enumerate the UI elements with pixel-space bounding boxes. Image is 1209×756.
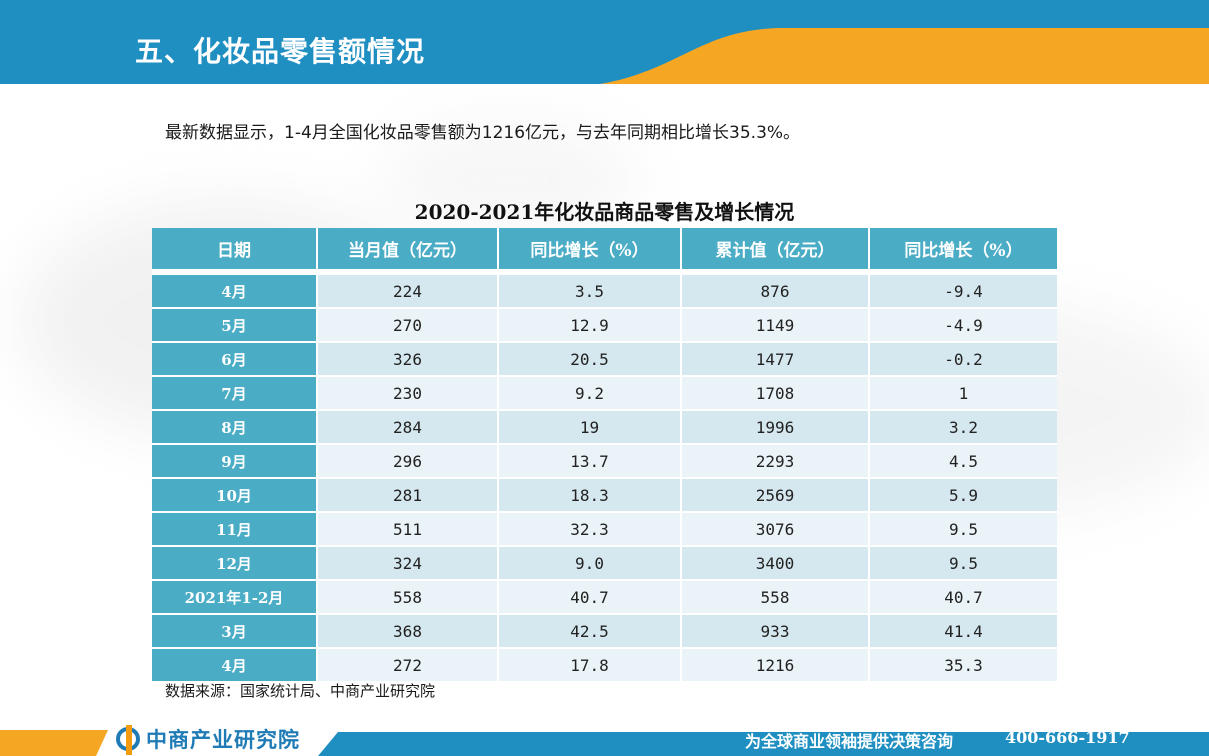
table-cell: 13.7 [498, 443, 682, 478]
row-date-cell: 2021年1-2月 [152, 579, 318, 614]
table-cell: 558 [681, 579, 870, 614]
table-cell: 5.9 [869, 477, 1057, 512]
header-shape [0, 0, 1209, 84]
column-header-date: 日期 [152, 228, 318, 272]
table-row: 4月 224 3.5 876 -9.4 [152, 269, 1057, 308]
table-cell: 18.3 [498, 477, 682, 512]
table-row: 4月 272 17.8 1216 35.3 [152, 647, 1057, 681]
source-note: 数据来源：国家统计局、中商产业研究院 [165, 682, 436, 700]
table-cell: 2569 [681, 477, 870, 512]
table-cell: 1149 [681, 307, 870, 342]
table-cell: 272 [317, 647, 499, 681]
table-cell: 368 [317, 613, 499, 648]
table-cell: 40.7 [869, 579, 1057, 614]
table-cell: 17.8 [498, 647, 682, 681]
row-date-cell: 5月 [152, 307, 318, 342]
table-cell: 324 [317, 545, 499, 580]
table-cell: -9.4 [869, 269, 1057, 308]
table-cell: 558 [317, 579, 499, 614]
logo-text: 中商产业研究院 [146, 728, 300, 752]
table-cell: 270 [317, 307, 499, 342]
table-row: 9月 296 13.7 2293 4.5 [152, 443, 1057, 478]
row-date-cell: 4月 [152, 647, 318, 681]
column-header-monthly-growth: 同比增长（%） [498, 228, 682, 272]
table-cell: 32.3 [498, 511, 682, 546]
table-cell: 9.5 [869, 511, 1057, 546]
intro-text: 最新数据显示，1-4月全国化妆品零售额为1216亿元，与去年同期相比增长35.3… [165, 123, 801, 143]
table-cell: 2293 [681, 443, 870, 478]
table-cell: 1 [869, 375, 1057, 410]
table-cell: -4.9 [869, 307, 1057, 342]
company-logo: 中商产业研究院 [116, 725, 300, 755]
table-row: 11月 511 32.3 3076 9.5 [152, 511, 1057, 546]
header-banner: 五、化妆品零售额情况 [0, 0, 1209, 84]
row-date-cell: 3月 [152, 613, 318, 648]
table-row: 8月 284 19 1996 3.2 [152, 409, 1057, 444]
table-cell: 12.9 [498, 307, 682, 342]
table-cell: 3076 [681, 511, 870, 546]
table-cell: 40.7 [498, 579, 682, 614]
table-row: 5月 270 12.9 1149 -4.9 [152, 307, 1057, 342]
table-cell: -0.2 [869, 341, 1057, 376]
table-cell: 933 [681, 613, 870, 648]
row-date-cell: 8月 [152, 409, 318, 444]
table-row: 7月 230 9.2 1708 1 [152, 375, 1057, 410]
row-date-cell: 9月 [152, 443, 318, 478]
table-cell: 224 [317, 269, 499, 308]
column-header-cumulative-growth: 同比增长（%） [869, 228, 1057, 272]
column-header-cumulative-value: 累计值（亿元） [681, 228, 870, 272]
table-cell: 284 [317, 409, 499, 444]
table-cell: 3400 [681, 545, 870, 580]
row-date-cell: 6月 [152, 341, 318, 376]
row-date-cell: 7月 [152, 375, 318, 410]
table-row: 2021年1-2月 558 40.7 558 40.7 [152, 579, 1057, 614]
table-row: 6月 326 20.5 1477 -0.2 [152, 341, 1057, 376]
table-cell: 1996 [681, 409, 870, 444]
background-decoration [380, 120, 640, 240]
table-cell: 3.5 [498, 269, 682, 308]
table-cell: 326 [317, 341, 499, 376]
table-cell: 511 [317, 511, 499, 546]
table-cell: 876 [681, 269, 870, 308]
footer-shape [0, 722, 1209, 756]
table-cell: 9.0 [498, 545, 682, 580]
table-cell: 41.4 [869, 613, 1057, 648]
table-cell: 19 [498, 409, 682, 444]
table-cell: 1216 [681, 647, 870, 681]
row-date-cell: 10月 [152, 477, 318, 512]
table-cell: 4.5 [869, 443, 1057, 478]
retail-table: 日期 当月值（亿元） 同比增长（%） 累计值（亿元） 同比增长（%） 4月 224… [152, 228, 1057, 681]
column-header-monthly-value: 当月值（亿元） [317, 228, 499, 272]
table-cell: 1708 [681, 375, 870, 410]
table-row: 3月 368 42.5 933 41.4 [152, 613, 1057, 648]
page-title: 五、化妆品零售额情况 [135, 35, 426, 68]
row-date-cell: 12月 [152, 545, 318, 580]
table-cell: 1477 [681, 341, 870, 376]
table-cell: 230 [317, 375, 499, 410]
table-cell: 281 [317, 477, 499, 512]
table-header-row: 日期 当月值（亿元） 同比增长（%） 累计值（亿元） 同比增长（%） [152, 228, 1057, 272]
row-date-cell: 4月 [152, 269, 318, 308]
table-cell: 9.5 [869, 545, 1057, 580]
table-row: 12月 324 9.0 3400 9.5 [152, 545, 1057, 580]
table-cell: 42.5 [498, 613, 682, 648]
footer-phone: 400-666-1917 [1005, 728, 1130, 747]
table-cell: 35.3 [869, 647, 1057, 681]
table-title: 2020-2021年化妆品商品零售及增长情况 [414, 200, 795, 224]
row-date-cell: 11月 [152, 511, 318, 546]
table-cell: 296 [317, 443, 499, 478]
table-row: 10月 281 18.3 2569 5.9 [152, 477, 1057, 512]
footer-bar [0, 722, 1209, 756]
footer-slogan: 为全球商业领袖提供决策咨询 [745, 732, 954, 751]
logo-icon [116, 725, 140, 755]
table-cell: 20.5 [498, 341, 682, 376]
table-cell: 3.2 [869, 409, 1057, 444]
table-cell: 9.2 [498, 375, 682, 410]
